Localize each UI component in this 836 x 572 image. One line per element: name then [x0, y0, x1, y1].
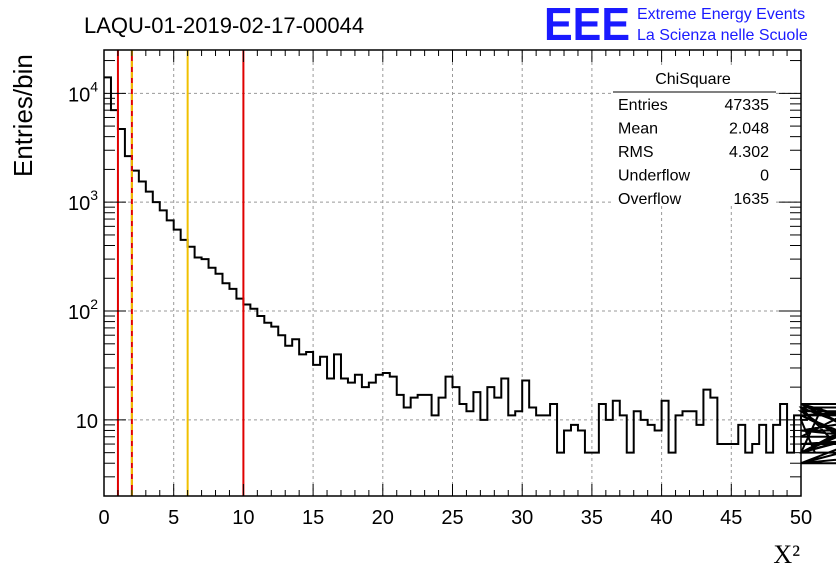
- histogram-step-line: [104, 76, 836, 465]
- y-axis-title: Entries/bin: [8, 54, 38, 177]
- x-tick-label: 20: [372, 507, 394, 529]
- eee-logo: EEE Extreme Energy Events La Scienza nel…: [544, 0, 808, 50]
- x-axis: 0 5 10 15 20 25 30 35 40 45 50: [98, 50, 812, 529]
- threshold-lines: [116, 50, 245, 496]
- x-tick-label: 15: [302, 507, 324, 529]
- y-tick-label: 103: [68, 187, 98, 215]
- stats-box-background: [611, 66, 776, 206]
- y-tick-label: 104: [68, 78, 98, 106]
- x-tick-label: 40: [650, 507, 672, 529]
- x-tick-label: 50: [790, 507, 812, 529]
- logo-subtitle-line1: Extreme Energy Events: [637, 6, 805, 23]
- x-tick-label: 35: [581, 507, 603, 529]
- x-tick-label: 5: [168, 507, 179, 529]
- stats-label: Mean: [618, 121, 658, 138]
- y-tick-label: 10: [76, 411, 98, 433]
- stats-label: Overflow: [618, 191, 682, 208]
- stats-label: Underflow: [618, 168, 690, 185]
- stats-label: Entries: [618, 97, 668, 114]
- x-tick-label: 10: [232, 507, 254, 529]
- logo-eee-text: EEE: [544, 0, 630, 50]
- y-tick-label: 102: [68, 296, 98, 324]
- x-tick-label: 30: [511, 507, 533, 529]
- stats-value: 4.302: [729, 144, 769, 161]
- logo-subtitle-line2: La Scienza nelle Scuole: [637, 27, 808, 44]
- stats-box: ChiSquare Entries 47335 Mean 2.048 RMS 4.302 U…: [611, 66, 776, 208]
- stats-value: 47335: [725, 97, 770, 114]
- stats-label: RMS: [618, 144, 654, 161]
- x-axis-title: X²: [773, 540, 800, 569]
- x-tick-label: 25: [441, 507, 463, 529]
- stats-title: ChiSquare: [655, 71, 731, 88]
- y-axis: 10 102 103 104: [68, 60, 801, 497]
- chart-title: LAQU-01-2019-02-17-00044: [84, 13, 364, 38]
- x-tick-label: 45: [720, 507, 742, 529]
- histogram-series: [104, 76, 836, 465]
- stats-value: 0: [760, 168, 769, 185]
- x-tick-label: 0: [98, 507, 109, 529]
- stats-value: 1635: [733, 191, 769, 208]
- stats-value: 2.048: [729, 121, 769, 138]
